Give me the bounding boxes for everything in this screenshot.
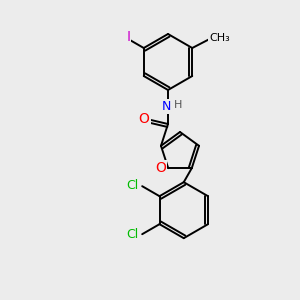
Text: Cl: Cl: [126, 179, 138, 192]
Text: Cl: Cl: [126, 228, 138, 241]
Text: O: O: [155, 161, 166, 175]
Text: N: N: [161, 100, 171, 112]
Text: CH₃: CH₃: [209, 33, 230, 43]
Text: H: H: [174, 100, 182, 110]
Text: I: I: [126, 30, 130, 44]
Text: O: O: [139, 112, 149, 126]
